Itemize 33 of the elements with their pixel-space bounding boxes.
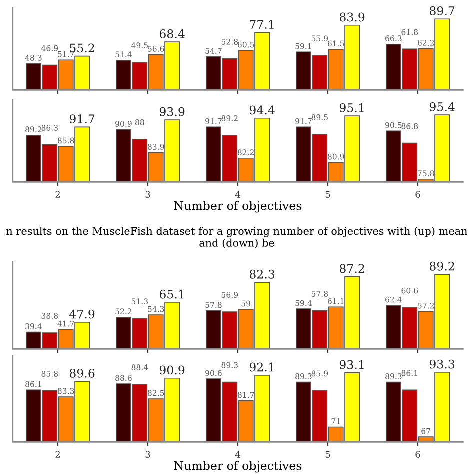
x-tick-label: 6 <box>416 191 420 198</box>
data-label: 65.1 <box>160 290 184 299</box>
data-label: 89.2 <box>430 262 454 271</box>
x-tick-label: 3 <box>146 451 150 458</box>
data-label: 89.7 <box>430 6 455 16</box>
data-label: 93.1 <box>340 360 364 370</box>
data-label: 87.2 <box>340 264 364 274</box>
data-label: 91.7 <box>70 114 95 124</box>
x-tick-label: 5 <box>326 451 330 458</box>
data-label: 82.3 <box>250 270 275 279</box>
x-tick-label: 6 <box>416 451 420 458</box>
data-label: 90.9 <box>160 366 185 375</box>
x-tick-label: 4 <box>235 451 240 458</box>
data-label: 89.6 <box>70 368 95 378</box>
x-tick-label: 3 <box>146 191 150 198</box>
data-label: 93.3 <box>430 360 455 369</box>
x-axis-title: Number of objectives <box>174 461 302 473</box>
x-tick-label: 5 <box>326 191 330 198</box>
data-label: 94.4 <box>250 106 275 115</box>
data-label: 93.9 <box>160 107 185 116</box>
x-tick-label: 4 <box>235 191 240 198</box>
data-label: 77.1 <box>250 20 274 30</box>
data-label: 92.1 <box>250 362 274 372</box>
data-label: 83.9 <box>340 12 365 22</box>
x-tick-label: 2 <box>56 451 60 458</box>
data-label: 95.4 <box>430 102 455 112</box>
x-axis-title: Number of objectives <box>174 201 302 213</box>
text: n results on the MuscleFish dataset for a growing number of objectives with (up) mean and (down) be <box>6 227 468 248</box>
x-tick-label: 2 <box>56 191 60 198</box>
data-label: 68.4 <box>160 29 185 38</box>
data-label: 95.1 <box>340 103 364 112</box>
data-label: 55.2 <box>70 44 94 53</box>
data-label: 47.9 <box>70 310 95 319</box>
